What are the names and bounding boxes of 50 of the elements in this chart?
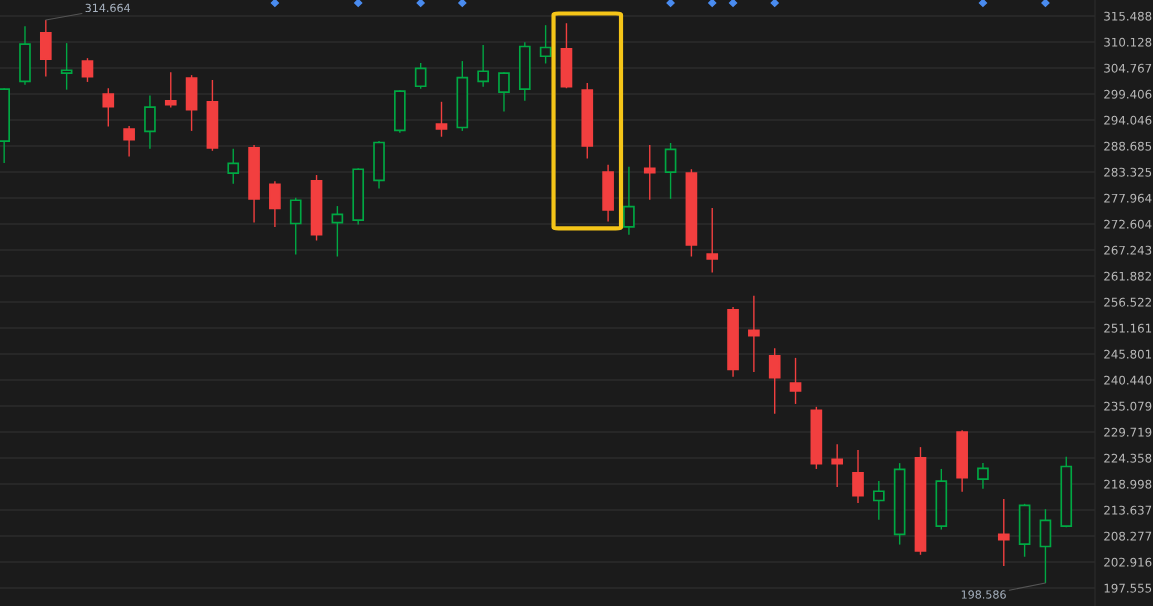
candlestick xyxy=(977,462,989,490)
candlestick xyxy=(477,44,489,88)
candlestick xyxy=(498,71,510,113)
y-tick-label: 261.882 xyxy=(1104,271,1151,281)
y-tick-label: 304.767 xyxy=(1104,63,1152,73)
candlestick xyxy=(997,498,1010,567)
y-tick-label: 229.719 xyxy=(1104,427,1152,437)
candlestick xyxy=(60,42,73,91)
candlestick xyxy=(706,207,719,274)
y-tick-label: 256.522 xyxy=(1104,297,1151,307)
y-tick-label: 277.964 xyxy=(1104,193,1152,203)
candlestick xyxy=(643,144,656,201)
y-tick-label: 235.079 xyxy=(1104,401,1152,411)
y-tick-label: 272.604 xyxy=(1104,219,1152,229)
candlestick xyxy=(123,125,135,158)
y-tick-label: 283.325 xyxy=(1104,167,1152,177)
candlestick xyxy=(331,205,344,258)
candlestick xyxy=(102,87,115,128)
y-tick-label: 213.637 xyxy=(1104,505,1152,515)
candlestick xyxy=(435,101,448,138)
y-tick-label: 202.916 xyxy=(1104,557,1152,567)
y-tick-label: 288.685 xyxy=(1104,141,1152,151)
y-tick-label: 224.358 xyxy=(1104,453,1152,463)
y-tick-label: 240.440 xyxy=(1104,375,1152,385)
y-tick-label: 208.277 xyxy=(1104,531,1152,541)
candlestick xyxy=(623,166,635,236)
candlestick xyxy=(664,142,677,200)
y-tick-label: 251.161 xyxy=(1104,323,1152,333)
y-tick-label: 310.128 xyxy=(1104,37,1152,47)
candlestick xyxy=(852,449,864,504)
candlestick xyxy=(872,480,885,521)
candlestick xyxy=(789,357,802,405)
candlestick xyxy=(768,347,781,415)
candlestick xyxy=(539,24,552,65)
y-tick-label: 267.243 xyxy=(1104,245,1152,255)
annotation: 198.586 xyxy=(961,590,1006,599)
candlestick xyxy=(414,62,427,90)
y-tick-label: 197.555 xyxy=(1104,583,1152,593)
annotation: 314.664 xyxy=(85,3,131,13)
candlestick xyxy=(748,295,760,373)
y-tick-label: 299.406 xyxy=(1104,89,1152,99)
candlestick xyxy=(289,197,302,256)
y-tick-label: 218.998 xyxy=(1104,479,1152,489)
candlestick xyxy=(164,71,177,109)
candlestick xyxy=(831,443,844,488)
y-tick-label: 315.488 xyxy=(1104,11,1152,21)
candlestick xyxy=(81,57,94,83)
y-tick-label: 294.046 xyxy=(1104,115,1152,125)
y-tick-label: 245.801 xyxy=(1104,349,1152,359)
candlestick xyxy=(227,148,240,185)
